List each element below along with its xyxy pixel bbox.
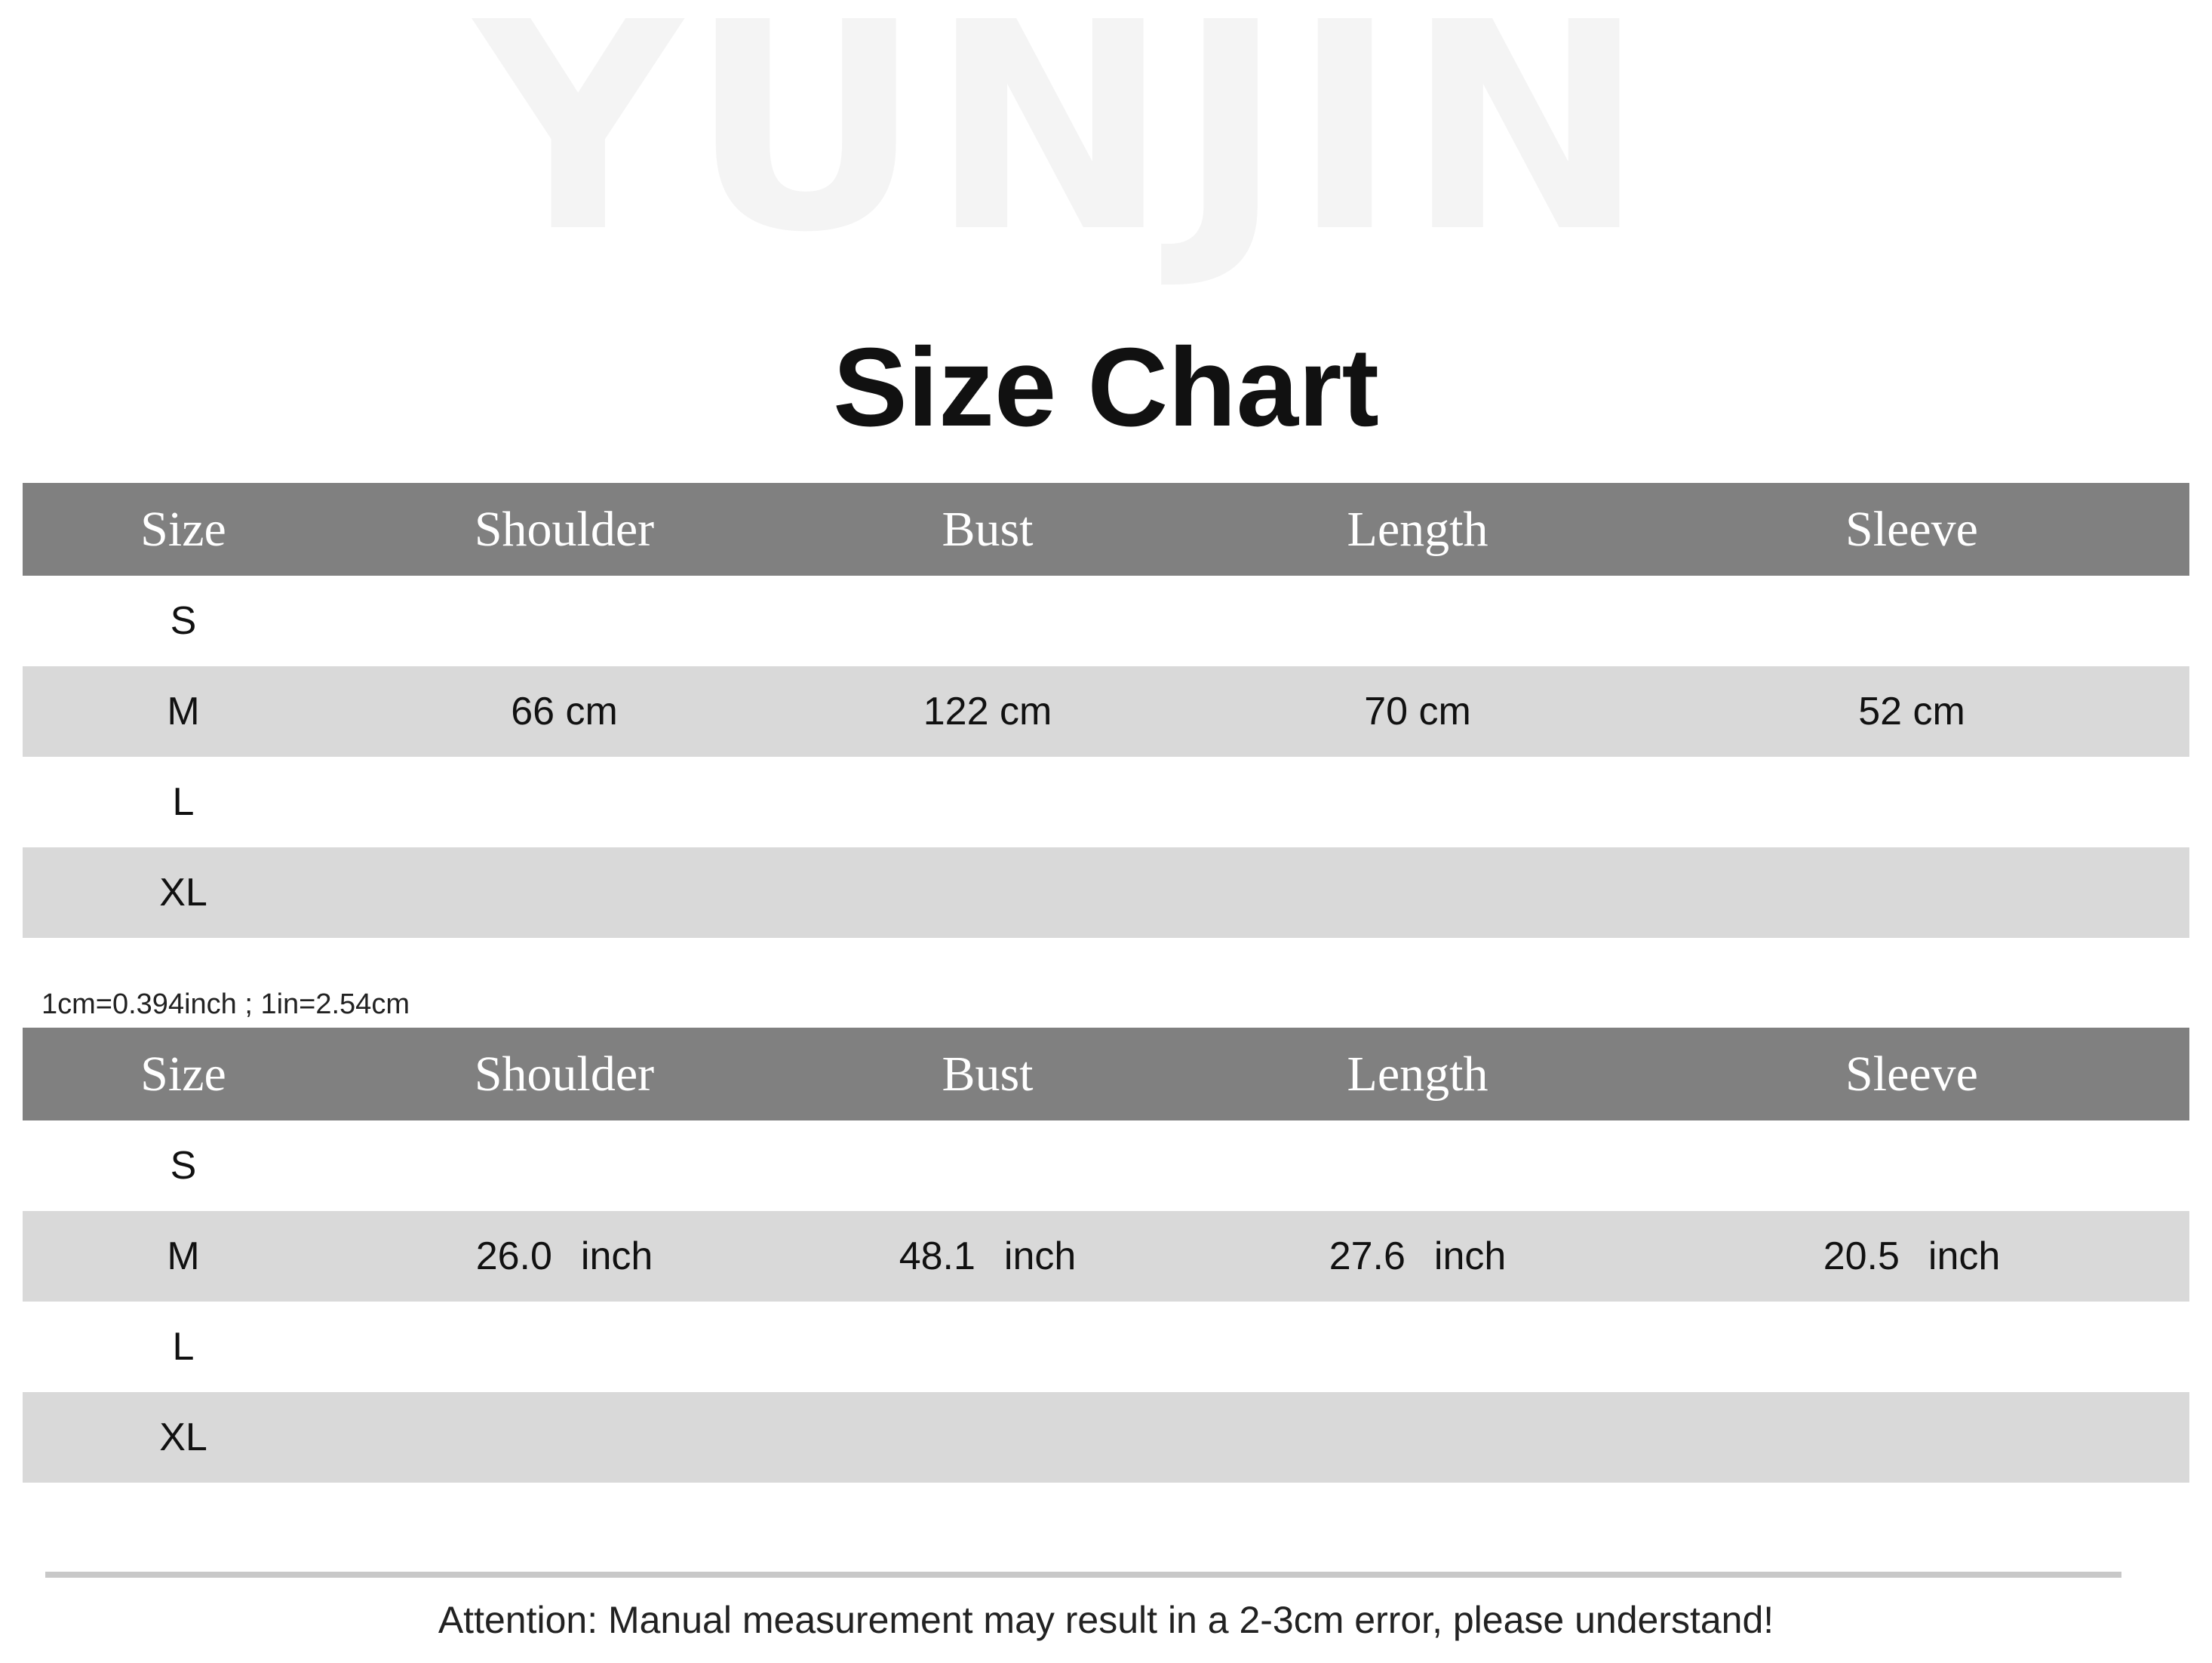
attention-note: Attention: Manual measurement may result… bbox=[438, 1599, 1774, 1641]
size-cell: L bbox=[172, 780, 195, 824]
size-cell: XL bbox=[159, 871, 207, 914]
bust-cell: 122 cm bbox=[923, 690, 1052, 733]
conversion-note: 1cm=0.394inch ; 1in=2.54cm bbox=[41, 988, 410, 1020]
brand-watermark: YUNJIN bbox=[474, 0, 1654, 295]
header-size: Size bbox=[140, 1046, 226, 1102]
size-table-inch: Size Shoulder Bust Length Sleeve S M 26.… bbox=[23, 1028, 2189, 1483]
size-cell: M bbox=[167, 690, 200, 733]
unit: inch bbox=[1003, 1234, 1077, 1278]
length-cell: 27.6 inch bbox=[1191, 1211, 1644, 1302]
size-cell: S bbox=[170, 599, 197, 643]
table-row: M 66 cm 122 cm 70 cm 52 cm bbox=[23, 666, 2189, 757]
table-row: L bbox=[23, 1302, 2189, 1392]
value: 27.6 bbox=[1329, 1234, 1406, 1278]
table-row: L bbox=[23, 757, 2189, 847]
sleeve-cell: 52 cm bbox=[1858, 690, 1965, 733]
header-shoulder: Shoulder bbox=[474, 501, 655, 557]
table-header: Size Shoulder Bust Length Sleeve bbox=[23, 483, 2189, 576]
bust-cell: 48.1 inch bbox=[761, 1211, 1214, 1302]
shoulder-cell: 66 cm bbox=[511, 690, 618, 733]
header-size: Size bbox=[140, 501, 226, 557]
size-cell: XL bbox=[159, 1416, 207, 1459]
value: 48.1 bbox=[899, 1234, 975, 1278]
size-cell: M bbox=[167, 1234, 200, 1278]
header-sleeve: Sleeve bbox=[1845, 1046, 1978, 1102]
header-bust: Bust bbox=[942, 1046, 1034, 1102]
header-length: Length bbox=[1347, 501, 1488, 557]
table-row: S bbox=[23, 576, 2189, 666]
shoulder-cell: 26.0 inch bbox=[338, 1211, 791, 1302]
table-header: Size Shoulder Bust Length Sleeve bbox=[23, 1028, 2189, 1120]
table-row: M 26.0 inch 48.1 inch 27.6 inch 20.5 inch bbox=[23, 1211, 2189, 1302]
value: 20.5 bbox=[1823, 1234, 1900, 1278]
unit: inch bbox=[1433, 1234, 1507, 1278]
size-cell: L bbox=[172, 1325, 195, 1369]
page-title: Size Chart bbox=[833, 325, 1379, 450]
table-row: S bbox=[23, 1120, 2189, 1211]
length-cell: 70 cm bbox=[1364, 690, 1471, 733]
size-table-cm: Size Shoulder Bust Length Sleeve S M 66 … bbox=[23, 483, 2189, 938]
table-row: XL bbox=[23, 1392, 2189, 1483]
unit: inch bbox=[1928, 1234, 2001, 1278]
unit: inch bbox=[580, 1234, 653, 1278]
value: 26.0 bbox=[475, 1234, 552, 1278]
sleeve-cell: 20.5 inch bbox=[1685, 1211, 2138, 1302]
header-length: Length bbox=[1347, 1046, 1488, 1102]
table-row: XL bbox=[23, 847, 2189, 938]
header-sleeve: Sleeve bbox=[1845, 501, 1978, 557]
header-shoulder: Shoulder bbox=[474, 1046, 655, 1102]
divider bbox=[45, 1572, 2121, 1578]
header-bust: Bust bbox=[942, 501, 1034, 557]
size-cell: S bbox=[170, 1144, 197, 1188]
